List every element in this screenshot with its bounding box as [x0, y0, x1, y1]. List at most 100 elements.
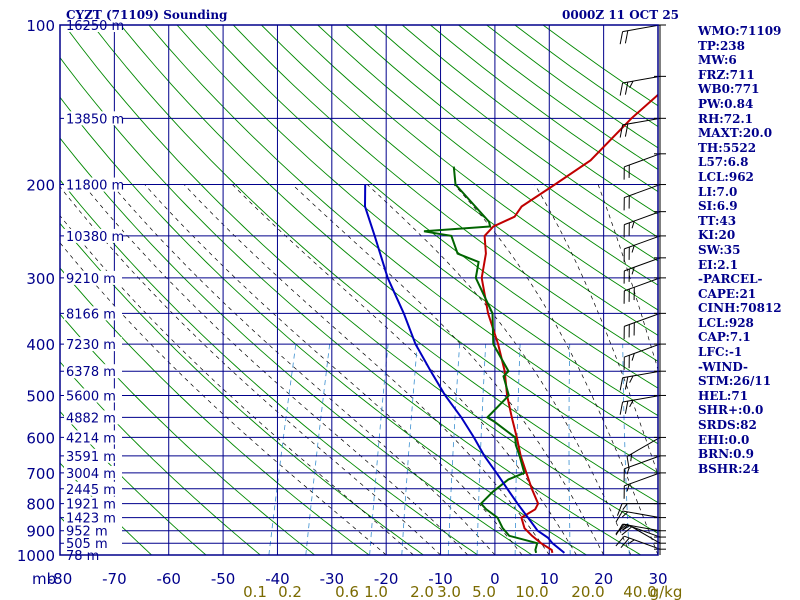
wind-barb [624, 184, 661, 199]
height-label-bg [64, 410, 122, 425]
index-item: -WIND- [698, 359, 748, 374]
height-label: 2445 m [66, 483, 116, 498]
station-title: CYZT (71109) Sounding [66, 8, 228, 22]
wind-barb-flag [619, 401, 624, 415]
moist-adiabat [292, 184, 604, 555]
moist-adiabat [144, 184, 523, 555]
dry-adiabat [120, 25, 658, 474]
index-item: TT:43 [698, 213, 737, 228]
mixing-ratio-line [268, 344, 297, 555]
index-item: CAPE:21 [698, 286, 757, 301]
dry-adiabat [60, 267, 370, 555]
wind-barb-flag [619, 124, 624, 138]
moist-adiabat [597, 184, 658, 371]
index-item: WMO:71109 [698, 24, 782, 38]
moist-adiabat [453, 184, 658, 555]
pressure-tick-label: 500 [26, 387, 55, 405]
index-item: HEL:71 [698, 388, 749, 403]
wind-barb [624, 312, 661, 327]
wind-barb-flag [622, 503, 628, 510]
mixing-ratio-label: 40.0 [623, 583, 656, 600]
dry-adiabat [261, 25, 658, 336]
height-label: 1423 m [66, 512, 116, 527]
index-item: MAXT:20.0 [698, 126, 773, 141]
height-label-bg [64, 496, 122, 511]
wind-barb-flag [629, 399, 634, 408]
height-label-bg [64, 536, 122, 551]
index-item: TP:238 [698, 38, 746, 53]
temperature-tick-label: -30 [320, 570, 345, 588]
parcel-line [363, 184, 566, 554]
wind-barb-flag [624, 81, 629, 95]
dry-adiabat [176, 25, 658, 417]
wind-barb [626, 436, 661, 457]
wind-barb [622, 75, 661, 84]
height-label-bg [64, 510, 122, 525]
mixing-ratio-label: 1.0 [364, 583, 388, 600]
height-label: 8166 m [66, 307, 116, 322]
index-item: PW:0.84 [698, 96, 754, 111]
pressure-tick-label: 1000 [17, 547, 55, 565]
index-item: MW:6 [698, 53, 737, 68]
wind-barb-flag [616, 503, 623, 516]
height-labels: 16250 m 13850 m 11800 m 10380 m 9210 m 8166 m… [64, 18, 124, 564]
index-item: LFC:-1 [698, 345, 743, 360]
pressure-unit-label: mb [32, 570, 56, 588]
wind-barb-flag [626, 456, 630, 470]
pressure-tick-label: 600 [26, 429, 55, 447]
wind-barb-flag [621, 524, 629, 531]
height-label-bg [64, 388, 122, 403]
index-item: EHI:0.0 [698, 432, 750, 447]
dry-adiabat [63, 25, 658, 534]
mixing-ratio-line [679, 344, 692, 555]
dry-adiabat [92, 25, 658, 504]
index-item: BRN:0.9 [698, 447, 754, 462]
dry-adiabat [60, 222, 425, 555]
index-item: L57:6.8 [698, 155, 749, 170]
dry-adiabat [60, 410, 207, 555]
pressure-tick-label: 300 [26, 270, 55, 288]
height-label: 3591 m [66, 450, 116, 465]
index-item: LCL:928 [698, 315, 754, 330]
plot-frame [59, 24, 659, 556]
dry-adiabat [60, 137, 533, 555]
index-item: SW:35 [698, 242, 741, 257]
height-label-bg [64, 481, 122, 496]
dry-adiabat [60, 361, 262, 555]
dry-adiabat [60, 56, 642, 555]
temperature-tick-label: -40 [265, 570, 290, 588]
wind-barb-flag [619, 377, 624, 391]
height-label-bg [64, 270, 122, 285]
height-label: 16250 m [66, 19, 124, 34]
moist-adiabat [60, 242, 387, 555]
dry-adiabat [317, 25, 658, 286]
wind-barb-flag [615, 510, 624, 523]
index-item: STM:26/11 [698, 374, 772, 389]
index-item: KI:20 [698, 228, 736, 243]
height-label: 6378 m [66, 365, 116, 380]
temperature-tick-label: -10 [428, 570, 453, 588]
height-label: 952 m [66, 525, 108, 540]
temperature-tick-label: 30 [648, 570, 667, 588]
temperature-tick-label: -70 [102, 570, 127, 588]
temperature-tick-label: -80 [48, 570, 73, 588]
wind-barb-flag [629, 80, 634, 89]
temperature-tick-label: -20 [374, 570, 399, 588]
pressure-tick-label: 400 [26, 336, 55, 354]
height-label: 78 m [66, 549, 99, 564]
wind-barb-flag [627, 539, 635, 545]
mixing-ratio-label: 0.1 [243, 583, 267, 600]
temperature-tick-label: -50 [211, 570, 236, 588]
mixing-ratio-label: 20.0 [571, 583, 604, 600]
height-label: 10380 m [66, 230, 124, 245]
wind-barb-flag [624, 376, 629, 390]
height-label-bg [64, 111, 122, 126]
wind-barb-flag [619, 82, 624, 96]
mixing-ratio-label: 2.0 [410, 583, 434, 600]
wind-barb [622, 370, 661, 379]
index-item: SRDS:82 [698, 418, 757, 433]
index-item: LCL:962 [698, 169, 754, 184]
pressure-tick-label: 100 [26, 17, 55, 35]
height-label-bg [64, 228, 122, 243]
height-label-bg [64, 177, 122, 192]
